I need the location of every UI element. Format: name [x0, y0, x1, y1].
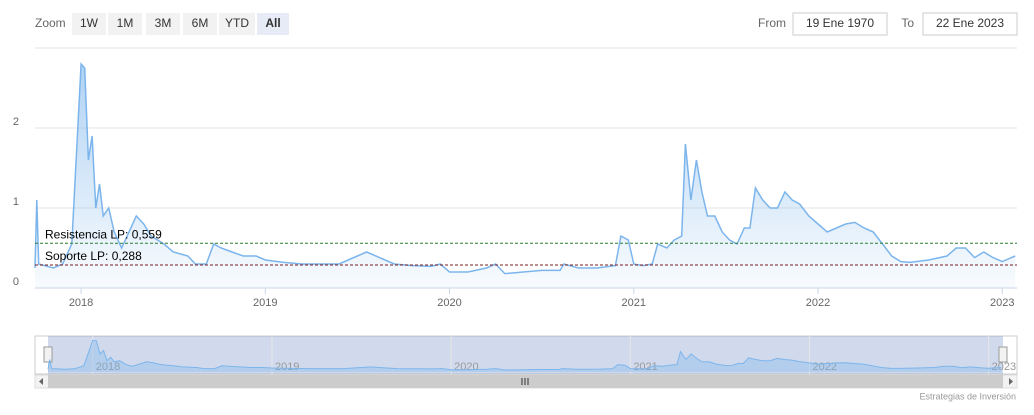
from-input[interactable] — [792, 12, 888, 36]
range-button[interactable] — [72, 13, 106, 35]
plot-line-label: Resistencia LP: 0,559 — [45, 227, 162, 241]
to-input[interactable] — [922, 12, 1018, 36]
x-tick-label: 2021 — [622, 297, 646, 309]
range-button-label: YTD — [225, 16, 249, 30]
range-button-label: 3M — [155, 16, 172, 30]
navigator-handle[interactable] — [43, 346, 53, 363]
navigator-handle[interactable] — [998, 346, 1008, 363]
area-fill — [35, 64, 1016, 288]
range-button-label: 1W — [80, 16, 99, 30]
y-tick-label: 1 — [13, 196, 19, 208]
x-tick-label: 2022 — [806, 297, 830, 309]
navigator-fill — [48, 340, 1002, 372]
range-button[interactable] — [183, 13, 217, 35]
range-button-label: 1M — [117, 16, 134, 30]
plot-line-label: Soporte LP: 0,288 — [45, 249, 142, 263]
navigator-line — [47, 339, 1002, 371]
credits: Estrategias de Inversión — [919, 391, 1016, 401]
from-label: From — [758, 16, 786, 30]
range-button[interactable] — [146, 13, 180, 35]
range-button[interactable] — [219, 13, 255, 35]
navigator-mask — [48, 336, 1003, 374]
to-date: 22 Ene 2023 — [936, 16, 1004, 30]
range-button[interactable] — [108, 13, 142, 35]
x-tick-label: 2018 — [69, 297, 93, 309]
range-button-label: All — [265, 16, 280, 30]
range-button[interactable] — [257, 13, 289, 35]
y-tick-label: 2 — [13, 116, 19, 128]
navigator-label: 2018 — [96, 361, 120, 373]
x-tick-label: 2023 — [990, 297, 1014, 309]
range-button-label: 6M — [192, 16, 209, 30]
zoom-label: Zoom — [35, 16, 66, 30]
x-tick-label: 2019 — [253, 297, 277, 309]
x-tick-label: 2020 — [437, 297, 461, 309]
navigator-label: 2019 — [275, 361, 299, 373]
navigator-label: 2023 — [992, 361, 1016, 373]
scrollbar-grip — [521, 378, 529, 385]
y-tick-label: 0 — [13, 276, 19, 288]
from-date: 19 Ene 1970 — [806, 16, 874, 30]
navigator-label: 2021 — [633, 361, 657, 373]
price-line — [34, 62, 1016, 275]
to-label: To — [901, 16, 914, 30]
